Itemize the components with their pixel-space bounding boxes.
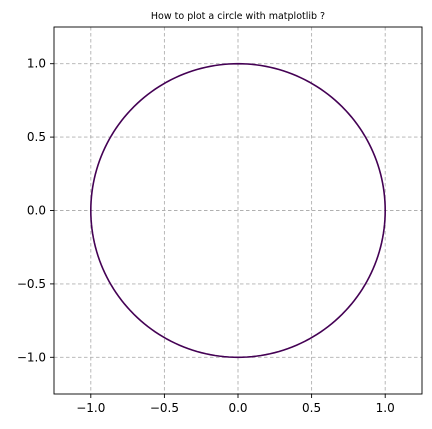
- plot-area: [53, 26, 423, 395]
- x-tick-label: −1.0: [76, 401, 105, 415]
- y-axis: −1.0 −0.5 0.0 0.5 1.0: [17, 57, 54, 364]
- y-tick-label: 0.0: [27, 204, 46, 218]
- y-tick-label: −1.0: [17, 350, 46, 364]
- y-tick-label: 0.5: [27, 130, 46, 144]
- chart-title: How to plot a circle with matplotlib ?: [151, 11, 325, 22]
- x-axis: −1.0 −0.5 0.0 0.5 1.0: [76, 394, 395, 415]
- x-tick-label: 0.0: [228, 401, 247, 415]
- y-tick-label: −0.5: [17, 277, 46, 291]
- x-tick-label: 1.0: [376, 401, 395, 415]
- y-tick-label: 1.0: [27, 57, 46, 71]
- x-tick-label: 0.5: [302, 401, 321, 415]
- x-tick-label: −0.5: [150, 401, 179, 415]
- circle-series-line: [89, 62, 387, 359]
